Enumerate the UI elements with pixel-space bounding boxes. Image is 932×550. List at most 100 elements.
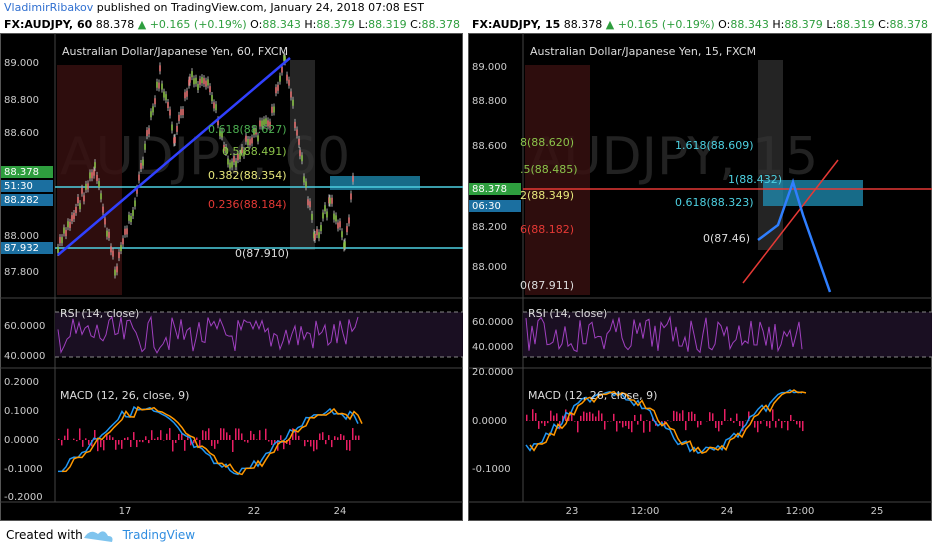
macd-hist — [73, 438, 75, 440]
candle — [352, 175, 354, 182]
brand[interactable]: TradingView — [122, 528, 196, 542]
macd-hist — [211, 440, 213, 446]
candle — [265, 118, 267, 125]
macd-hist — [637, 421, 639, 425]
macd-hist — [547, 421, 549, 424]
fib-label: 0(87.911) — [520, 279, 574, 292]
macd-hist — [343, 435, 345, 440]
candle — [239, 153, 241, 160]
candle — [343, 242, 345, 249]
macd-hist — [538, 421, 540, 429]
candle — [98, 181, 100, 188]
macd-hist — [550, 410, 552, 421]
price-label: 88.200 — [472, 222, 507, 233]
candle — [229, 162, 231, 169]
candle — [132, 209, 134, 216]
candle — [173, 137, 175, 144]
change: ▲ +0.165 (+0.19%) — [605, 18, 715, 31]
macd-hist — [175, 440, 177, 443]
macd-axis-label: 0.1000 — [4, 406, 39, 417]
candle — [217, 119, 219, 126]
candle — [163, 91, 165, 98]
macd-hist — [181, 433, 183, 440]
candle — [171, 124, 173, 131]
macd-hist — [640, 414, 642, 421]
candle — [253, 128, 255, 135]
candle — [176, 125, 178, 132]
ohlc-key: O: — [718, 18, 731, 31]
candle — [331, 197, 333, 204]
candle — [83, 195, 85, 202]
macd-hist — [118, 440, 120, 445]
candle — [138, 174, 140, 181]
macd-hist — [283, 440, 285, 450]
price-label: 88.600 — [4, 128, 39, 139]
price-tag-label: 88.378 — [472, 184, 507, 195]
macd-hist — [682, 410, 684, 421]
macd-axis-label: -0.1000 — [472, 464, 511, 475]
macd-axis-label: -0.1000 — [4, 464, 43, 475]
candle — [322, 212, 324, 219]
macd-hist — [802, 421, 804, 432]
candle — [284, 56, 286, 63]
candle — [124, 228, 126, 235]
macd-hist — [535, 413, 537, 421]
macd-hist — [145, 436, 147, 440]
publish-line: VladimirRibakov published on TradingView… — [4, 1, 424, 14]
rsi-axis-label: 40.0000 — [472, 342, 513, 353]
fib-label: 0.618(88.323) — [675, 196, 754, 209]
macd-hist — [298, 435, 300, 440]
candle — [65, 230, 67, 237]
rsi-axis-label: 20.0000 — [472, 367, 513, 378]
fib-label: 0.5(88.491) — [222, 145, 287, 158]
price-label: 87.800 — [4, 267, 39, 278]
macd-hist — [739, 421, 741, 427]
macd-hist — [694, 413, 696, 421]
macd-hist — [208, 428, 210, 440]
macd-hist — [217, 440, 219, 444]
candle — [186, 90, 188, 97]
macd-hist — [196, 437, 198, 440]
macd-hist — [700, 421, 702, 425]
candle — [279, 75, 281, 82]
macd-hist — [601, 413, 603, 421]
ohlc-value: 88.343 — [262, 18, 301, 31]
candle — [313, 232, 315, 239]
candle — [165, 94, 167, 101]
fib-label: .5(88.485) — [520, 163, 578, 176]
macd-hist — [76, 440, 78, 442]
macd-hist — [691, 411, 693, 421]
candle — [241, 147, 243, 154]
price-tag — [1, 180, 53, 192]
rsi-axis-label: 60.0000 — [4, 321, 45, 332]
author[interactable]: VladimirRibakov — [4, 1, 94, 14]
macd-hist — [79, 428, 81, 440]
candle — [223, 144, 225, 151]
macd-hist — [334, 436, 336, 440]
candle — [299, 150, 301, 157]
macd-hist — [94, 430, 96, 440]
fib-label: 0.382(88.354) — [208, 169, 287, 182]
macd-hist — [322, 432, 324, 440]
time-label: 12:00 — [631, 506, 660, 517]
macd-hist — [592, 413, 594, 421]
candle — [136, 187, 138, 194]
candle — [235, 161, 237, 168]
rsi-band — [523, 312, 932, 357]
candle — [227, 158, 229, 165]
candle — [271, 106, 273, 113]
candle — [77, 197, 79, 204]
macd-hist — [634, 414, 636, 421]
candle — [199, 78, 201, 85]
published: published on TradingView.com, January 24… — [96, 1, 424, 14]
macd-hist — [544, 421, 546, 426]
macd-hist — [157, 437, 159, 440]
ohlc-value: 88.379 — [316, 18, 355, 31]
price-label: 88.000 — [4, 231, 39, 242]
macd-hist — [67, 428, 69, 440]
macd-hist — [721, 421, 723, 425]
macd-hist — [226, 432, 228, 440]
macd-hist — [307, 440, 309, 442]
